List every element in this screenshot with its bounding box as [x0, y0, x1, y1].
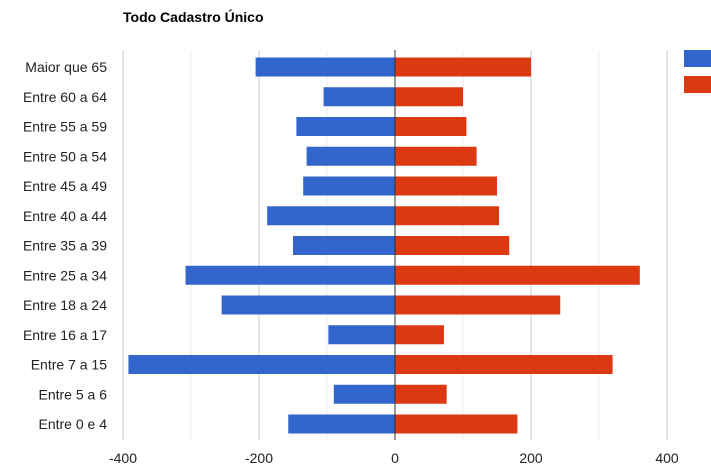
category-label: Entre 60 a 64 — [23, 89, 107, 105]
bar-series-2 — [395, 87, 463, 107]
category-label: Entre 0 e 4 — [39, 416, 108, 432]
category-label: Entre 35 a 39 — [23, 238, 107, 254]
bar-series-1 — [296, 117, 395, 136]
bar-series-1 — [267, 206, 395, 226]
legend-swatch-series-1 — [684, 50, 711, 67]
bar-series-2 — [395, 57, 531, 77]
chart-title: Todo Cadastro Único — [123, 8, 264, 25]
bar-series-1 — [128, 355, 395, 374]
category-label: Entre 50 a 54 — [23, 148, 107, 164]
category-label: Entre 45 a 49 — [23, 178, 107, 194]
bar-series-1 — [328, 325, 395, 345]
bar-series-2 — [395, 265, 640, 285]
x-tick-label: -200 — [245, 450, 273, 466]
bar-series-2 — [395, 146, 477, 166]
category-label: Entre 7 a 15 — [31, 357, 107, 373]
category-label: Entre 5 a 6 — [39, 386, 108, 402]
bar-series-2 — [395, 176, 497, 196]
bars — [128, 57, 640, 434]
bar-series-1 — [333, 384, 395, 404]
bar-series-2 — [395, 236, 510, 255]
bar-series-2 — [395, 117, 467, 136]
bar-series-2 — [395, 355, 613, 374]
bar-series-2 — [395, 325, 444, 345]
bar-series-1 — [293, 236, 395, 255]
category-label: Entre 25 a 34 — [23, 267, 107, 283]
x-tick-label: 400 — [655, 450, 679, 466]
legend — [684, 50, 711, 93]
x-tick-label: 200 — [519, 450, 543, 466]
bar-series-2 — [395, 384, 447, 404]
bar-series-2 — [395, 414, 518, 434]
legend-swatch-series-2 — [684, 76, 711, 93]
x-tick-label: 0 — [391, 450, 399, 466]
bar-series-1 — [323, 87, 395, 107]
bar-series-1 — [185, 265, 395, 285]
category-label: Entre 16 a 17 — [23, 327, 107, 343]
bar-series-1 — [306, 146, 395, 166]
category-label: Entre 18 a 24 — [23, 297, 107, 313]
x-tick-label: -400 — [109, 450, 137, 466]
bar-series-2 — [395, 206, 500, 226]
category-label: Maior que 65 — [25, 59, 107, 75]
bar-series-1 — [221, 295, 395, 315]
bar-series-1 — [255, 57, 395, 77]
category-label: Entre 55 a 59 — [23, 119, 107, 135]
axes: Maior que 65 Entre 60 a 64 Entre 55 a 59 En… — [23, 50, 679, 466]
bar-series-2 — [395, 295, 561, 315]
category-label: Entre 40 a 44 — [23, 208, 107, 224]
bar-series-1 — [288, 414, 395, 434]
bar-series-1 — [303, 176, 395, 196]
